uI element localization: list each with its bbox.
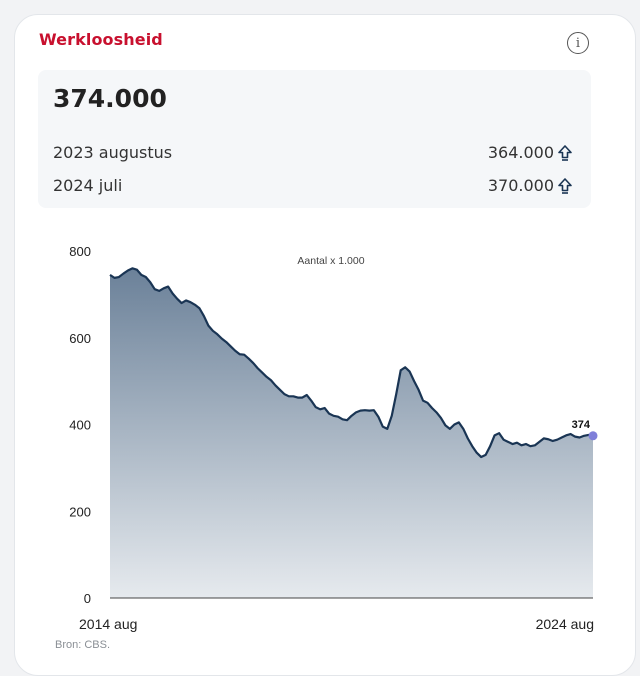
info-icon[interactable]: i [567,32,589,54]
summary-box: 374.000 2023 augustus 364.000 2024 juli … [38,70,591,208]
chart-subtitle: Aantal x 1.000 [297,255,364,267]
current-value: 374.000 [53,84,167,113]
comparison-label: 2023 augustus [53,143,173,162]
comparison-value: 364.000 [487,143,554,162]
y-tick-label: 400 [69,418,91,433]
unemployment-chart: Aantal x 1.000 Bron: CBS. 0 200 400 600 800 2… [55,244,598,651]
comparison-row: 2024 juli 370.000 [53,176,573,200]
comparison-value-wrap: 370.000 [488,176,573,195]
series-area [110,268,593,598]
arrow-up-icon [558,177,572,194]
series-line [109,267,594,459]
last-data-point [588,431,598,441]
last-value-label: 374 [572,419,591,431]
comparison-label: 2024 juli [53,176,123,195]
comparison-value: 370.000 [487,176,554,195]
y-tick-label: 200 [69,504,91,519]
source-label: Bron: CBS. [55,639,110,651]
y-tick-label: 600 [69,331,91,346]
arrow-up-icon [558,144,572,161]
y-tick-label: 0 [84,591,91,606]
comparison-value-wrap: 364.000 [488,143,573,162]
card-title: Werkloosheid [39,30,163,49]
comparison-row: 2023 augustus 364.000 [53,143,573,167]
x-tick-label: 2024 aug [536,616,594,632]
y-tick-label: 800 [69,244,91,259]
x-tick-label: 2014 aug [79,616,137,632]
